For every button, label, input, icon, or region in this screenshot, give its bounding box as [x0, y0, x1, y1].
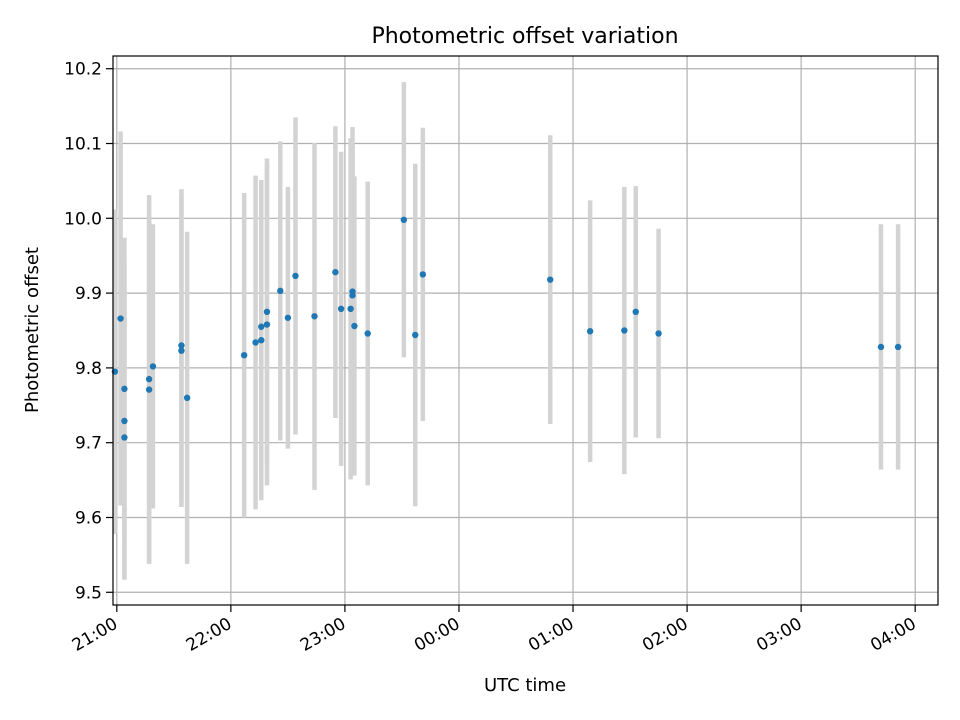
data-points [111, 216, 902, 441]
data-point [349, 292, 356, 299]
data-point [311, 313, 318, 320]
y-tick-label: 9.6 [75, 508, 102, 528]
data-point [400, 216, 408, 224]
data-point [586, 328, 594, 335]
data-point [149, 363, 157, 370]
y-tick-label: 9.9 [75, 284, 102, 304]
y-tick-label: 10.2 [64, 60, 102, 80]
data-point [347, 305, 354, 313]
chart-title: Photometric offset variation [371, 24, 678, 49]
data-point [351, 322, 358, 330]
y-axis-label: Photometric offset [22, 247, 43, 413]
data-point [655, 330, 662, 337]
data-point [877, 343, 885, 351]
data-point [337, 305, 345, 313]
data-point [263, 321, 271, 328]
y-tick-label: 9.5 [75, 583, 102, 603]
data-point [121, 385, 128, 393]
data-point [178, 342, 185, 349]
data-point [419, 271, 427, 278]
data-point [332, 268, 339, 276]
data-point [364, 330, 371, 337]
x-axis-label: UTC time [484, 675, 566, 696]
plot-frame [112, 55, 939, 606]
data-point [178, 347, 185, 354]
data-point [240, 351, 248, 359]
y-tick-label: 9.8 [75, 359, 102, 379]
data-point [263, 308, 271, 316]
data-point [258, 323, 265, 330]
data-point [183, 394, 191, 402]
y-axis-ticks: 9.5 9.6 9.7 9.8 9.9 10.0 10.1 10.2 [64, 60, 113, 603]
data-point [632, 308, 639, 316]
data-point [117, 315, 124, 322]
data-point [894, 343, 902, 351]
grid [113, 56, 938, 605]
data-point [121, 434, 128, 441]
data-point [412, 331, 419, 339]
y-tick-label: 10.0 [64, 209, 102, 229]
data-point [121, 417, 128, 425]
data-point [621, 327, 628, 334]
data-point [145, 386, 153, 393]
data-point [547, 276, 554, 283]
data-point [277, 287, 284, 295]
data-point [292, 272, 299, 280]
data-point [252, 339, 259, 346]
data-point [145, 375, 153, 383]
y-tick-label: 9.7 [75, 434, 102, 454]
y-tick-label: 10.1 [64, 135, 102, 155]
data-point [284, 314, 292, 321]
data-point [258, 337, 265, 344]
